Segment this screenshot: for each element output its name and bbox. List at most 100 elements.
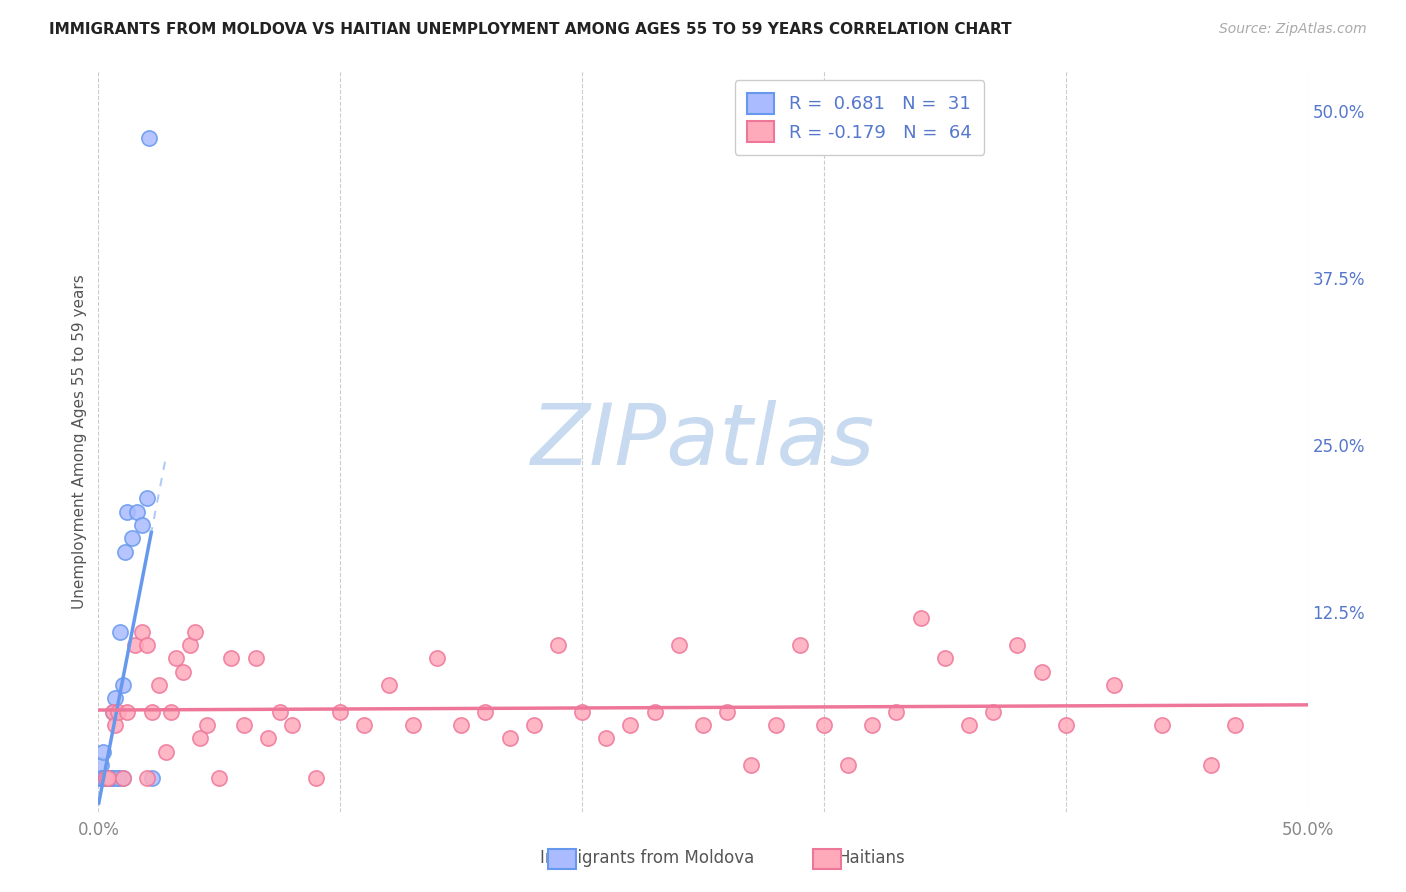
Point [716, 705, 738, 719]
Point [910, 611, 932, 625]
Point [131, 517, 153, 532]
Point [155, 745, 177, 759]
Point [547, 638, 569, 652]
Point [981, 705, 1004, 719]
Point [114, 544, 136, 558]
Point [765, 718, 787, 732]
Point [692, 718, 714, 732]
Text: IMMIGRANTS FROM MOLDOVA VS HAITIAN UNEMPLOYMENT AMONG AGES 55 TO 59 YEARS CORREL: IMMIGRANTS FROM MOLDOVA VS HAITIAN UNEMP… [49, 22, 1012, 37]
Text: Source: ZipAtlas.com: Source: ZipAtlas.com [1219, 22, 1367, 37]
Point [141, 705, 163, 719]
Point [131, 624, 153, 639]
Point [117, 705, 139, 719]
Point [107, 772, 129, 786]
Point [108, 624, 131, 639]
Point [172, 665, 194, 679]
Point [135, 491, 157, 506]
Point [402, 718, 425, 732]
Point [1152, 718, 1174, 732]
Point [97, 772, 120, 786]
Point [329, 705, 352, 719]
Text: ZIPatlas: ZIPatlas [531, 400, 875, 483]
Legend: R =  0.681   N =  31, R = -0.179   N =  64: R = 0.681 N = 31, R = -0.179 N = 64 [734, 80, 984, 154]
Point [91, 745, 114, 759]
Point [1007, 638, 1029, 652]
Point [1102, 678, 1125, 692]
Point [269, 705, 291, 719]
Point [789, 638, 811, 652]
Point [100, 772, 122, 786]
Point [353, 718, 375, 732]
Point [107, 772, 129, 786]
Point [184, 624, 207, 639]
Point [91, 772, 114, 786]
Point [148, 678, 170, 692]
Point [256, 731, 278, 746]
Point [426, 651, 449, 665]
Point [245, 651, 267, 665]
Point [957, 718, 980, 732]
Point [450, 718, 472, 732]
Y-axis label: Unemployment Among Ages 55 to 59 years: Unemployment Among Ages 55 to 59 years [72, 274, 87, 609]
Text: Immigrants from Moldova: Immigrants from Moldova [540, 849, 754, 867]
Point [813, 718, 835, 732]
Point [94, 772, 117, 786]
Point [135, 772, 157, 786]
Point [111, 772, 134, 786]
Point [100, 772, 122, 786]
Point [138, 131, 160, 145]
Point [740, 758, 762, 772]
Point [1031, 665, 1053, 679]
Point [668, 638, 690, 652]
Point [160, 705, 183, 719]
Point [90, 758, 112, 772]
Point [208, 772, 231, 786]
Point [474, 705, 496, 719]
Point [104, 718, 127, 732]
Point [1223, 718, 1246, 732]
Point [97, 772, 120, 786]
Point [135, 638, 157, 652]
Point [124, 638, 146, 652]
Point [195, 718, 218, 732]
Point [179, 638, 201, 652]
Point [644, 705, 666, 719]
Point [188, 731, 211, 746]
Point [619, 718, 641, 732]
Point [117, 505, 139, 519]
Point [101, 705, 124, 719]
Point [232, 718, 254, 732]
Point [595, 731, 617, 746]
Point [523, 718, 546, 732]
Point [1199, 758, 1222, 772]
Point [860, 718, 883, 732]
Point [886, 705, 908, 719]
Point [377, 678, 399, 692]
Point [141, 772, 163, 786]
Point [121, 531, 143, 545]
Point [91, 772, 114, 786]
Point [89, 772, 111, 786]
Point [97, 772, 120, 786]
Point [127, 505, 149, 519]
Point [571, 705, 593, 719]
Point [94, 772, 117, 786]
Point [111, 772, 134, 786]
Point [165, 651, 187, 665]
Point [837, 758, 859, 772]
Point [498, 731, 520, 746]
Point [94, 772, 117, 786]
Point [100, 772, 122, 786]
Point [94, 772, 117, 786]
Point [104, 691, 127, 706]
Point [305, 772, 328, 786]
Point [101, 705, 124, 719]
Point [221, 651, 243, 665]
Point [111, 678, 134, 692]
Point [1054, 718, 1077, 732]
Text: Haitians: Haitians [838, 849, 905, 867]
Point [101, 772, 124, 786]
Point [934, 651, 956, 665]
Point [107, 705, 129, 719]
Point [90, 772, 112, 786]
